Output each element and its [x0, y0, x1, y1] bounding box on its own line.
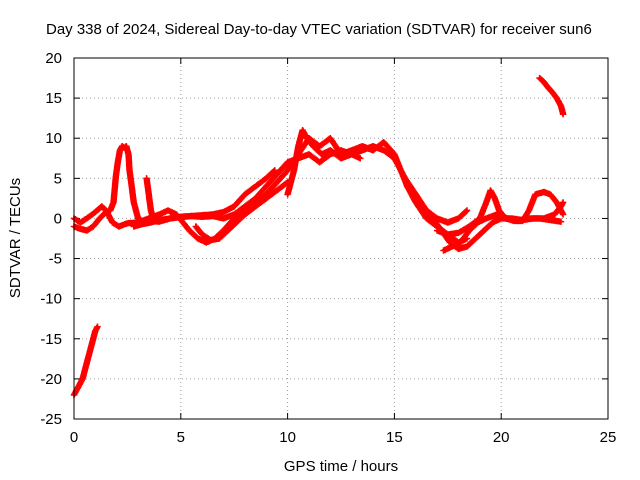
x-tick-label: 10 [279, 429, 296, 446]
series-arc-k [536, 74, 567, 118]
series-arc-a [70, 323, 101, 399]
x-tick-label: 20 [493, 429, 510, 446]
x-tick-label: 25 [600, 429, 617, 446]
x-tick-label: 5 [177, 429, 185, 446]
chart-title: Day 338 of 2024, Sidereal Day-to-day VTE… [46, 21, 592, 38]
grid [74, 58, 608, 419]
y-tick-label: -15 [40, 331, 62, 348]
data-marks [70, 74, 567, 399]
series-arc-e [143, 175, 163, 225]
plus-markers [192, 179, 291, 244]
y-tick-label: -20 [40, 371, 62, 388]
axis-ticks [73, 57, 609, 420]
plus-markers [70, 323, 101, 399]
plot-frame [73, 57, 609, 420]
series-arc-f [192, 179, 291, 244]
plus-markers [143, 175, 163, 225]
y-tick-label: 15 [45, 90, 62, 107]
y-tick-labels: -25 -20 -15 -10 -5 0 5 10 15 20 [40, 50, 62, 428]
series-arc-j [440, 211, 565, 254]
plus-markers [130, 143, 471, 230]
y-tick-label: -5 [49, 251, 62, 268]
series-arc-g [284, 127, 364, 198]
x-tick-label: 15 [386, 429, 403, 446]
y-tick-label: 10 [45, 130, 62, 147]
y-tick-label: 5 [54, 170, 62, 187]
x-tick-label: 0 [70, 429, 78, 446]
series-arc-d [130, 143, 471, 230]
x-tick-labels: 0 5 10 15 20 25 [70, 429, 617, 446]
plus-markers [284, 127, 364, 198]
y-tick-label: 0 [54, 210, 62, 227]
y-tick-label: -25 [40, 411, 62, 428]
plus-markers [536, 74, 567, 118]
y-tick-label: -10 [40, 291, 62, 308]
y-axis-label: SDTVAR / TECUs [7, 178, 24, 298]
plus-markers [440, 211, 565, 254]
x-axis-label: GPS time / hours [284, 458, 398, 475]
y-tick-label: 20 [45, 50, 62, 67]
